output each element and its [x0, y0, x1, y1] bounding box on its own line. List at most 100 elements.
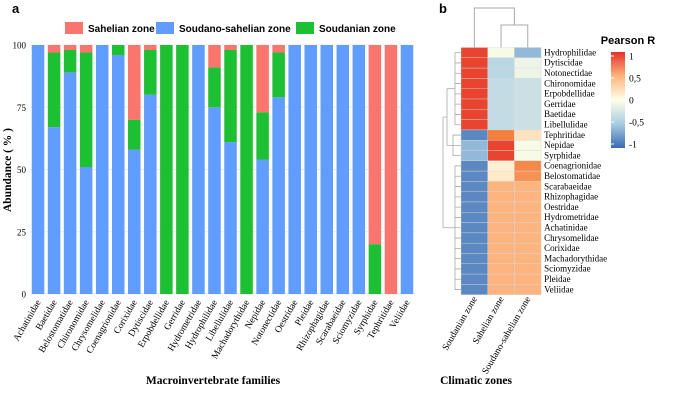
cell-hydrometridae-sahelian-zone	[487, 212, 515, 223]
bar-belostomatidae-soudanian-zone	[63, 49, 77, 73]
cell-libellulidae-sahelian-zone	[487, 119, 515, 131]
cell-oestridae-sahelian-zone	[487, 201, 515, 213]
bar-syrphidae-sahelian-zone	[368, 45, 382, 245]
cell-nepidae-soudano-sahelian-zone	[514, 139, 542, 151]
row-label-scarabaeidae: Scarabaeidae	[544, 181, 591, 191]
bar-libellulidae-sahelian-zone	[224, 45, 237, 50]
color-legend-gradient-bar	[611, 52, 625, 148]
cell-rhizophagidae-soudano-sahelian-zone	[514, 191, 542, 203]
bar-notonectidae-soudano-sahelian-zone	[272, 97, 285, 294]
bar-sciomyzidae-soudano-sahelian-zone	[352, 45, 366, 294]
panel-a-x-tick-labels: AchatinidaeBaetidaeBelostomatidaeChirono…	[12, 299, 413, 362]
bar-baetidae-soudano-sahelian-zone	[47, 127, 61, 294]
bar-chironomidae-soudano-sahelian-zone	[79, 167, 93, 294]
bar-achatinidae-soudano-sahelian-zone	[31, 45, 45, 294]
row-label-sciomyzidae: Sciomyzidae	[544, 264, 591, 274]
cell-oestridae-soudano-sahelian-zone	[514, 201, 542, 213]
cell-baetidae-soudanian-zone	[460, 109, 488, 120]
cell-notonectidae-soudano-sahelian-zone	[514, 67, 542, 79]
panel-b-label: b	[439, 1, 447, 16]
cell-baetidae-sahelian-zone	[487, 109, 515, 120]
cell-sciomyzidae-sahelian-zone	[487, 263, 515, 275]
cell-hydrometridae-soudanian-zone	[460, 212, 488, 223]
cell-pleidae-soudanian-zone	[460, 273, 488, 285]
cell-coenagrionidae-sahelian-zone	[487, 160, 515, 172]
bar-notonectidae-soudanian-zone	[272, 52, 285, 98]
panel-b-column-dendrogram	[473, 7, 529, 48]
cell-erpobdellidae-sahelian-zone	[487, 88, 515, 100]
bar-dytiscidae-soudano-sahelian-zone	[144, 94, 157, 294]
panel-b-heatmap: HydrophilidaeDytiscidaeNotonectidaeChiro…	[440, 7, 655, 387]
row-label-achatinidae: Achatinidae	[544, 223, 587, 233]
cell-syrphidae-soudano-sahelian-zone	[514, 150, 542, 162]
cell-sciomyzidae-soudano-sahelian-zone	[514, 263, 542, 275]
cell-machadorythidae-sahelian-zone	[487, 253, 515, 265]
panel-b-row-dendrogram	[442, 52, 461, 290]
bar-coenagrionidae-soudanian-zone	[111, 45, 125, 55]
bar-libellulidae-soudanian-zone	[224, 49, 237, 143]
cell-notonectidae-sahelian-zone	[487, 67, 515, 79]
cell-scarabaeidae-sahelian-zone	[487, 181, 515, 192]
legend-label-soudanian: Soudanian zone	[319, 24, 396, 35]
bar-dytiscidae-sahelian-zone	[144, 45, 157, 50]
row-label-belostomatidae: Belostomatidae	[544, 171, 600, 181]
bar-chironomidae-sahelian-zone	[79, 45, 93, 53]
cell-hydrophilidae-soudanian-zone	[460, 47, 488, 59]
row-label-hydrophilidae: Hydrophilidae	[544, 47, 596, 57]
cell-gerridae-sahelian-zone	[487, 98, 515, 110]
y-tick-label-100: 100	[13, 41, 27, 51]
cell-machadorythidae-soudano-sahelian-zone	[514, 253, 542, 265]
panel-a-x-axis-label: Macroinvertebrate families	[146, 375, 281, 387]
y-tick-label-75: 75	[17, 103, 27, 113]
bar-notonectidae-sahelian-zone	[272, 45, 285, 53]
row-label-chironomidae: Chironomidae	[544, 78, 596, 88]
cell-achatinidae-sahelian-zone	[487, 222, 515, 234]
cell-erpobdellidae-soudanian-zone	[460, 88, 488, 100]
bar-corixidae-soudano-sahelian-zone	[128, 149, 141, 294]
cell-gerridae-soudano-sahelian-zone	[514, 98, 542, 110]
bar-pleidae-soudano-sahelian-zone	[304, 45, 317, 294]
row-label-dytiscidae: Dytiscidae	[544, 58, 583, 68]
bar-nepidae-sahelian-zone	[256, 45, 269, 113]
cell-belostomatidae-sahelian-zone	[487, 170, 515, 182]
bar-belostomatidae-sahelian-zone	[63, 45, 77, 50]
row-dendrogram-branches	[442, 52, 461, 290]
cell-syrphidae-soudanian-zone	[460, 150, 488, 162]
cell-veliidae-soudano-sahelian-zone	[514, 284, 542, 295]
bar-hydrometridae-soudano-sahelian-zone	[192, 45, 205, 294]
cell-syrphidae-sahelian-zone	[487, 150, 515, 162]
panel-a-label: a	[12, 1, 20, 16]
cell-machadorythidae-soudanian-zone	[460, 253, 488, 265]
row-label-baetidae: Baetidae	[544, 109, 575, 119]
bar-nepidae-soudanian-zone	[256, 112, 269, 160]
legend-tick-label-3: -0,5	[629, 119, 644, 129]
panel-b-row-labels: HydrophilidaeDytiscidaeNotonectidaeChiro…	[544, 47, 607, 294]
panel-a-legend: Sahelian zone Soudano-sahelian zone Soud…	[65, 22, 396, 35]
cell-achatinidae-soudano-sahelian-zone	[514, 222, 542, 234]
cell-chrysomelidae-sahelian-zone	[487, 232, 515, 244]
row-label-notonectidae: Notonectidae	[544, 68, 592, 78]
cell-hydrometridae-soudano-sahelian-zone	[514, 212, 542, 223]
row-label-erpobdellidae: Erpobdellidae	[544, 89, 594, 99]
bar-chironomidae-soudanian-zone	[79, 52, 93, 168]
cell-pleidae-soudano-sahelian-zone	[514, 273, 542, 285]
bar-syrphidae-soudanian-zone	[368, 244, 382, 294]
panel-b-x-axis-label: Climatic zones	[440, 375, 512, 387]
cell-chironomidae-sahelian-zone	[487, 78, 515, 89]
bar-dytiscidae-soudanian-zone	[144, 49, 157, 95]
cell-nepidae-sahelian-zone	[487, 139, 515, 151]
cell-erpobdellidae-soudano-sahelian-zone	[514, 88, 542, 100]
row-label-chrysomelidae: Chrysomelidae	[544, 233, 599, 243]
panel-a-bar-chart: Sahelian zone Soudano-sahelian zone Soud…	[2, 22, 415, 387]
bar-baetidae-soudanian-zone	[47, 52, 61, 128]
panel-a-bars	[31, 45, 414, 295]
row-label-nepidae: Nepidae	[544, 140, 574, 150]
cell-veliidae-soudanian-zone	[460, 284, 488, 295]
panel-a-y-axis-label: Abundance ( % )	[2, 128, 14, 212]
y-tick-label-25: 25	[17, 227, 27, 237]
cell-corixidae-soudano-sahelian-zone	[514, 242, 542, 254]
cell-tephritidae-soudanian-zone	[460, 129, 488, 141]
cell-libellulidae-soudanian-zone	[460, 119, 488, 131]
